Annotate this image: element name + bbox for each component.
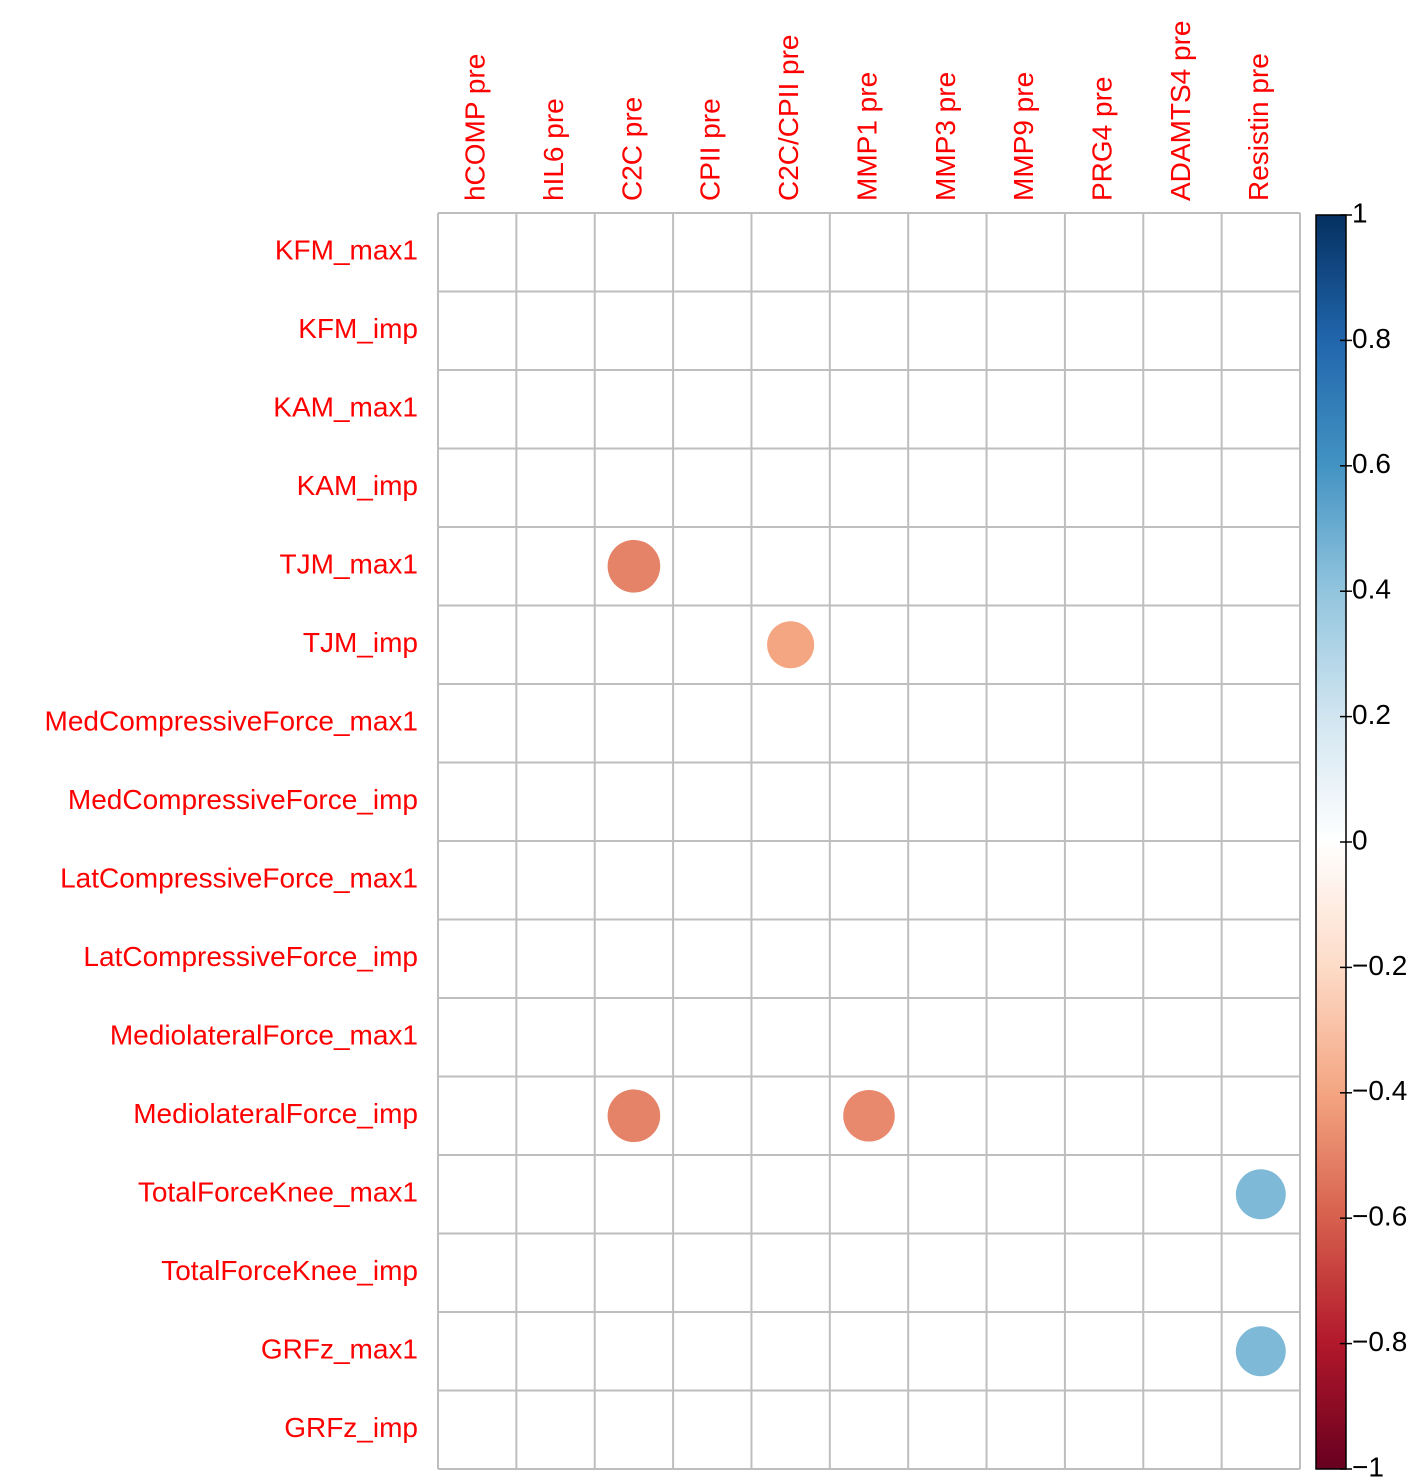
row-label: GRFz_imp <box>284 1412 418 1443</box>
column-label: MMP3 pre <box>930 72 961 201</box>
column-label: Resistin pre <box>1243 53 1274 201</box>
colorbar-tick-label: 0.2 <box>1352 699 1391 730</box>
column-label: hIL6 pre <box>538 98 569 201</box>
colorbar-tick-label: 0.6 <box>1352 448 1391 479</box>
row-label: LatCompressiveForce_max1 <box>60 863 418 894</box>
colorbar-tick-label: −0.8 <box>1352 1326 1407 1357</box>
correlation-circle <box>767 621 815 669</box>
row-label: KFM_imp <box>298 313 418 344</box>
column-label: C2C/CPII pre <box>773 35 804 202</box>
correlation-circle <box>1235 1326 1286 1377</box>
row-label: MediolateralForce_imp <box>133 1098 418 1129</box>
colorbar-tick-label: 0.8 <box>1352 323 1391 354</box>
column-label: MMP1 pre <box>851 72 882 201</box>
row-label: MediolateralForce_max1 <box>110 1020 418 1051</box>
row-label: LatCompressiveForce_imp <box>83 941 418 972</box>
row-label: TotalForceKnee_max1 <box>138 1177 418 1208</box>
row-label: TotalForceKnee_imp <box>161 1255 418 1286</box>
row-label: KAM_max1 <box>273 392 418 423</box>
correlation-circle <box>843 1089 895 1142</box>
row-label: KFM_max1 <box>275 235 418 266</box>
correlation-circle <box>607 539 661 593</box>
colorbar-tick-label: 1 <box>1352 197 1368 228</box>
column-label: C2C pre <box>616 97 647 201</box>
colorbar-tick-label: −0.2 <box>1352 950 1407 981</box>
row-label: MedCompressiveForce_imp <box>68 784 418 815</box>
column-label: CPII pre <box>695 98 726 201</box>
colorbar-tick-label: −0.6 <box>1352 1201 1407 1232</box>
column-label: MMP9 pre <box>1008 72 1039 201</box>
row-label: TJM_max1 <box>280 549 418 580</box>
column-label: hCOMP pre <box>460 54 491 201</box>
correlation-circle <box>1235 1169 1286 1220</box>
colorbar-tick-label: −1 <box>1352 1451 1384 1481</box>
row-label: TJM_imp <box>303 627 418 658</box>
column-label: ADAMTS4 pre <box>1165 21 1196 202</box>
colorbar-tick-label: 0 <box>1352 824 1368 855</box>
column-label: PRG4 pre <box>1086 77 1117 202</box>
row-label: GRFz_max1 <box>261 1334 418 1365</box>
row-label: MedCompressiveForce_max1 <box>45 706 418 737</box>
colorbar-tick-label: −0.4 <box>1352 1075 1407 1106</box>
colorbar-tick-label: 0.4 <box>1352 574 1391 605</box>
correlation-circle <box>607 1089 661 1143</box>
row-label: KAM_imp <box>297 470 418 501</box>
